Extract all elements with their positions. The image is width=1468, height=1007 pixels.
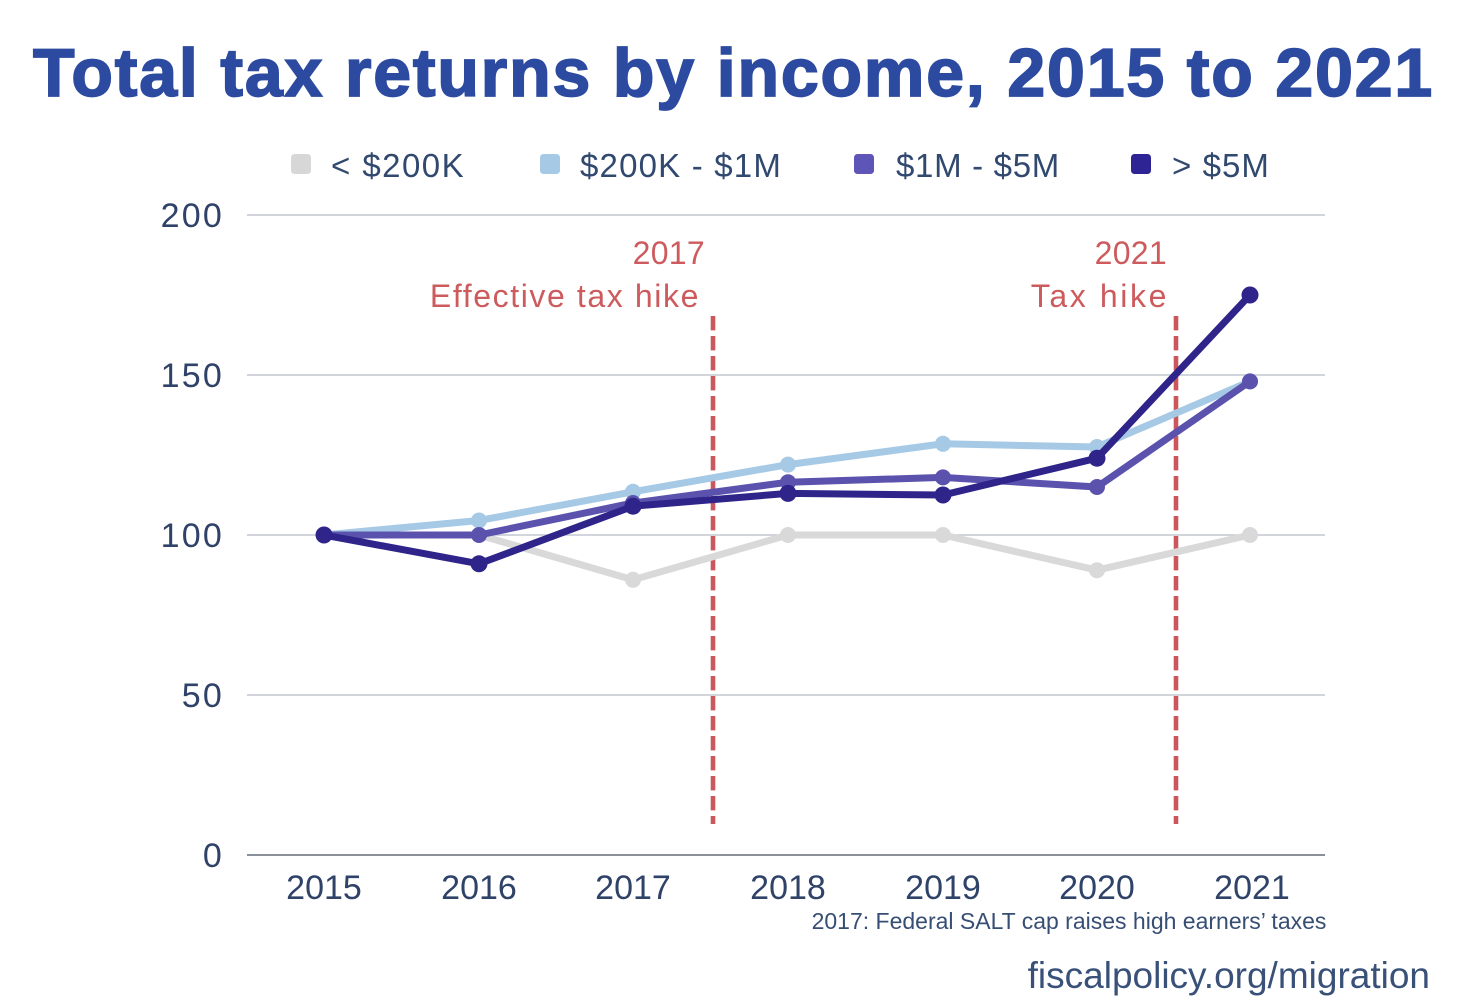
svg-text:2021: 2021 bbox=[1214, 869, 1290, 907]
svg-text:Tax hike: Tax hike bbox=[1031, 278, 1169, 314]
svg-text:2018: 2018 bbox=[750, 869, 826, 907]
svg-text:2016: 2016 bbox=[441, 869, 517, 907]
svg-text:2019: 2019 bbox=[905, 869, 981, 907]
svg-text:Total tax returns by income, 2: Total tax returns by income, 2015 to 202… bbox=[33, 35, 1434, 111]
svg-text:$1M - $5M: $1M - $5M bbox=[896, 147, 1060, 184]
svg-text:2015: 2015 bbox=[286, 869, 362, 907]
svg-text:< $200K: < $200K bbox=[331, 147, 465, 184]
svg-text:2017: 2017 bbox=[595, 869, 671, 907]
svg-text:50: 50 bbox=[182, 677, 224, 715]
svg-text:200: 200 bbox=[161, 197, 224, 235]
svg-text:> $5M: > $5M bbox=[1172, 147, 1270, 184]
svg-text:2017: Federal SALT cap raises: 2017: Federal SALT cap raises high earne… bbox=[812, 908, 1327, 934]
svg-text:2020: 2020 bbox=[1059, 869, 1135, 907]
svg-text:2017: 2017 bbox=[633, 235, 705, 271]
svg-text:150: 150 bbox=[161, 357, 224, 395]
svg-text:100: 100 bbox=[161, 517, 224, 555]
svg-text:Effective tax hike: Effective tax hike bbox=[430, 278, 700, 314]
svg-text:0: 0 bbox=[203, 837, 224, 875]
svg-text:$200K - $1M: $200K - $1M bbox=[580, 147, 782, 184]
svg-text:fiscalpolicy.org/migration: fiscalpolicy.org/migration bbox=[1028, 955, 1430, 996]
svg-text:2021: 2021 bbox=[1095, 235, 1167, 271]
